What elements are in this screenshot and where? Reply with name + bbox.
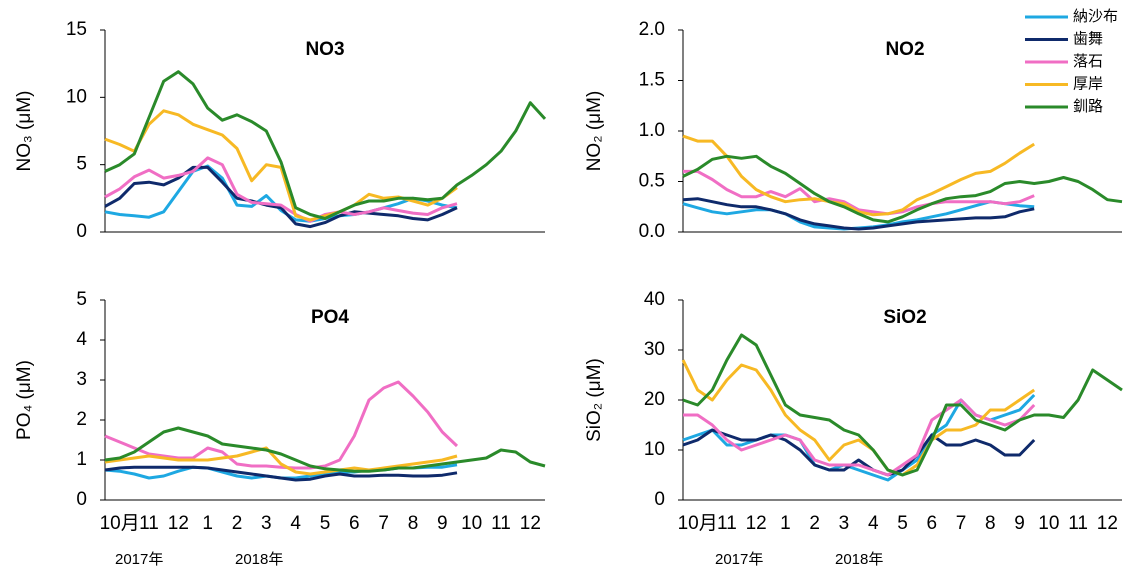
x-tick-label: 4 bbox=[868, 513, 879, 534]
series-line bbox=[104, 380, 459, 470]
series-line bbox=[682, 428, 1036, 477]
y-axis-label: SiO₂ (μM) bbox=[584, 358, 605, 442]
y-tick-label: 3 bbox=[76, 369, 87, 390]
x-tick-label: 10 bbox=[1038, 513, 1059, 534]
series-line bbox=[104, 426, 546, 473]
x-tick-label: 7 bbox=[956, 513, 967, 534]
x-tick-label: 7 bbox=[378, 513, 389, 534]
y-tick-label: 0 bbox=[654, 489, 665, 510]
series-line bbox=[683, 398, 1036, 477]
y-tick-label: 0 bbox=[76, 221, 87, 242]
x-tick-label: 4 bbox=[290, 513, 301, 534]
x-tick-label: 1 bbox=[780, 513, 791, 534]
y-tick-label: 4 bbox=[76, 329, 87, 350]
y-tick-label: 0 bbox=[76, 489, 87, 510]
year-label: 2018年 bbox=[835, 551, 883, 568]
y-axis-label: PO₄ (μM) bbox=[14, 360, 35, 440]
x-tick-label: 9 bbox=[1014, 513, 1025, 534]
y-tick-label: 0.0 bbox=[639, 221, 665, 242]
series-line bbox=[682, 333, 1123, 477]
legend-label: 納沙布 bbox=[1073, 8, 1118, 25]
x-tick-label: 8 bbox=[985, 513, 996, 534]
x-tick-label: 3 bbox=[839, 513, 850, 534]
chart-title: NO3 bbox=[305, 39, 344, 60]
x-tick-label: 5 bbox=[320, 513, 331, 534]
y-tick-label: 30 bbox=[644, 339, 665, 360]
chart-title: NO2 bbox=[885, 39, 924, 60]
y-tick-label: 2.0 bbox=[639, 19, 665, 40]
y-tick-label: 1.0 bbox=[639, 120, 665, 141]
series-line bbox=[104, 156, 458, 223]
x-tick-label: 12 bbox=[168, 513, 189, 534]
x-tick-label: 8 bbox=[408, 513, 419, 534]
year-label: 2018年 bbox=[235, 551, 283, 568]
y-axis-label: NO₃ (μM) bbox=[14, 91, 35, 172]
x-tick-label: 9 bbox=[437, 513, 448, 534]
x-tick-label: 10月 bbox=[100, 513, 140, 534]
year-label: 2017年 bbox=[715, 551, 763, 568]
year-label: 2017年 bbox=[115, 551, 163, 568]
y-tick-label: 15 bbox=[66, 19, 87, 40]
chart-title: SiO2 bbox=[883, 307, 926, 328]
series-line bbox=[104, 164, 458, 223]
x-tick-label: 2 bbox=[809, 513, 820, 534]
series-line bbox=[104, 165, 458, 229]
legend-label: 厚岸 bbox=[1073, 75, 1103, 92]
x-tick-label: 3 bbox=[261, 513, 272, 534]
series-line bbox=[683, 169, 1035, 216]
x-tick-label: 12 bbox=[746, 513, 767, 534]
y-tick-label: 40 bbox=[644, 289, 665, 310]
y-tick-label: 0.5 bbox=[639, 171, 665, 192]
x-tick-label: 11 bbox=[491, 513, 511, 534]
legend-label: 落石 bbox=[1073, 53, 1103, 70]
x-tick-label: 11 bbox=[139, 513, 159, 534]
x-tick-label: 6 bbox=[349, 513, 360, 534]
y-tick-label: 10 bbox=[644, 439, 665, 460]
x-tick-label: 11 bbox=[1068, 513, 1088, 534]
x-tick-label: 5 bbox=[897, 513, 908, 534]
y-tick-label: 1 bbox=[76, 449, 87, 470]
legend-label: 釧路 bbox=[1073, 98, 1103, 115]
y-tick-label: 1.5 bbox=[639, 70, 665, 91]
x-tick-label: 6 bbox=[926, 513, 937, 534]
series-line bbox=[682, 154, 1123, 224]
y-tick-label: 10 bbox=[66, 86, 87, 107]
series-line bbox=[104, 70, 547, 220]
y-tick-label: 2 bbox=[76, 409, 87, 430]
y-tick-label: 5 bbox=[76, 154, 87, 175]
series-line bbox=[682, 197, 1035, 231]
series-line bbox=[682, 134, 1035, 217]
series-line bbox=[104, 446, 458, 476]
x-tick-label: 2 bbox=[232, 513, 243, 534]
legend-label: 歯舞 bbox=[1073, 30, 1103, 47]
x-tick-label: 10 bbox=[461, 513, 482, 534]
x-tick-label: 12 bbox=[520, 513, 541, 534]
y-axis-label: NO₂ (μM) bbox=[584, 91, 605, 172]
x-tick-label: 12 bbox=[1097, 513, 1118, 534]
y-tick-label: 5 bbox=[76, 289, 87, 310]
series-line bbox=[681, 359, 1036, 477]
x-tick-label: 10月 bbox=[678, 513, 718, 534]
chart-title: PO4 bbox=[311, 307, 349, 328]
x-tick-label: 11 bbox=[717, 513, 737, 534]
series-line bbox=[104, 465, 458, 482]
x-tick-label: 1 bbox=[202, 513, 213, 534]
y-tick-label: 20 bbox=[644, 389, 665, 410]
